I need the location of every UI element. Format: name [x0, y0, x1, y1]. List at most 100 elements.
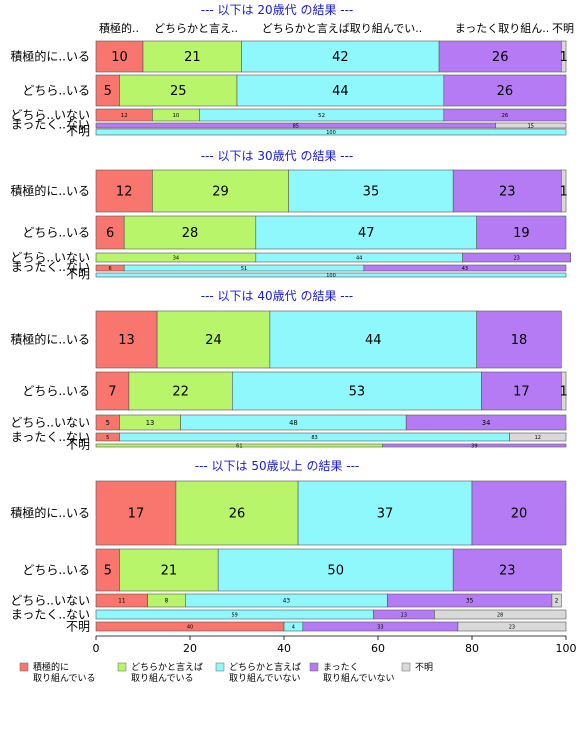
panel-title: --- 以下は 20歳代 の結果 --- [201, 3, 354, 17]
data-label: 23 [513, 255, 519, 261]
legend-swatch [117, 662, 127, 672]
data-label: 13 [401, 612, 407, 618]
legend-label: 取り組んでいない [323, 672, 395, 684]
data-label: 5 [104, 564, 112, 579]
bar-segment [452, 169, 562, 213]
data-label: 8 [165, 599, 169, 605]
data-label: 19 [513, 226, 530, 241]
row-label: 積極的に..いる [10, 183, 90, 198]
data-label: 33 [377, 624, 383, 630]
panel-title: --- 以下は 50歳以上 の結果 --- [195, 459, 360, 473]
data-label: 5 [106, 435, 109, 441]
bar-segment [462, 252, 572, 263]
row-label: どちら..いる [22, 226, 90, 240]
data-label: 10 [111, 50, 128, 65]
bar-segment [95, 128, 567, 136]
data-label: 53 [349, 385, 366, 400]
row-label: どちら..いる [22, 384, 90, 398]
bar-segment [241, 40, 440, 73]
data-label: 20 [511, 507, 528, 522]
bar-segment [156, 310, 271, 369]
bar-segment [95, 272, 567, 278]
x-tick-label: 40 [277, 642, 291, 655]
bar-segment [236, 74, 445, 107]
column-label: 積極的.. [99, 21, 139, 35]
bar-segment [95, 40, 144, 73]
row-label: 積極的に..いる [10, 505, 90, 520]
legend-label: まったく [323, 662, 359, 673]
data-label: 26 [501, 113, 508, 119]
data-label: 25 [170, 84, 187, 99]
bar-segment [297, 480, 473, 546]
row-label: 不明 [66, 620, 90, 634]
bar-segment [495, 122, 567, 129]
data-label: 42 [332, 50, 349, 65]
bar-segment [217, 548, 454, 592]
x-tick-label: 100 [556, 642, 577, 655]
data-label: 35 [363, 185, 380, 200]
data-label: 29 [212, 185, 229, 200]
data-label: 43 [462, 266, 468, 272]
data-label: 12 [535, 435, 541, 441]
data-label: 40 [187, 624, 193, 630]
x-tick-label: 0 [93, 642, 100, 655]
data-label: 21 [161, 564, 178, 579]
data-label: 11 [118, 599, 126, 605]
data-label: 1 [560, 185, 568, 200]
bar-segment [405, 414, 567, 431]
row-label: どちら..いない [10, 251, 90, 265]
row-label: どちら..いない [10, 108, 90, 122]
data-label: 17 [513, 385, 530, 400]
bar-segment [434, 609, 567, 620]
bar-segment [119, 74, 238, 107]
row-label: 不明 [66, 267, 90, 281]
data-label: 17 [128, 507, 145, 522]
bar-segment [288, 169, 454, 213]
data-label: 100 [326, 130, 336, 136]
legend-label: 取り組んでいる [131, 672, 194, 684]
legend-label: 取り組んでいない [229, 672, 301, 684]
bar-segment [471, 480, 567, 546]
row-label: どちら..いない [10, 594, 90, 608]
bar-segment [438, 40, 562, 73]
column-label: どちらかと言え.. [154, 22, 238, 35]
bar-segment [551, 593, 562, 608]
data-label: 28 [182, 226, 199, 241]
data-label: 61 [236, 443, 242, 449]
bar-segment [452, 548, 562, 592]
bar-segment [382, 443, 567, 448]
bar-segment [152, 169, 289, 213]
data-label: 18 [511, 333, 528, 348]
panel-title: --- 以下は 30歳代 の結果 --- [201, 149, 354, 163]
row-label: 積極的に..いる [10, 332, 90, 347]
bar-segment [119, 548, 219, 592]
bar-segment [560, 371, 567, 411]
data-label: 1 [560, 50, 568, 65]
data-label: 26 [497, 84, 514, 99]
bar-segment [95, 310, 158, 369]
data-label: 26 [229, 507, 246, 522]
data-label: 52 [318, 113, 325, 119]
column-label: 不明 [552, 22, 574, 35]
data-label: 34 [482, 419, 491, 427]
data-label: 34 [173, 255, 179, 261]
data-label: 23 [499, 564, 516, 579]
row-label: 不明 [66, 124, 90, 138]
data-label: 44 [356, 255, 362, 261]
bar-segment [443, 108, 567, 122]
data-label: 21 [184, 50, 201, 65]
x-tick-label: 60 [371, 642, 385, 655]
data-label: 13 [146, 419, 155, 427]
legend-label: どちらかと言えば [229, 661, 301, 673]
data-label: 43 [283, 599, 291, 605]
data-label: 35 [466, 599, 474, 605]
data-label: 51 [241, 266, 247, 272]
data-label: 24 [205, 333, 222, 348]
bar-segment [142, 40, 242, 73]
data-label: 37 [377, 507, 394, 522]
row-label: 積極的に..いる [10, 49, 90, 64]
data-label: 47 [358, 226, 375, 241]
data-label: 23 [509, 624, 515, 630]
data-label: 22 [172, 385, 189, 400]
